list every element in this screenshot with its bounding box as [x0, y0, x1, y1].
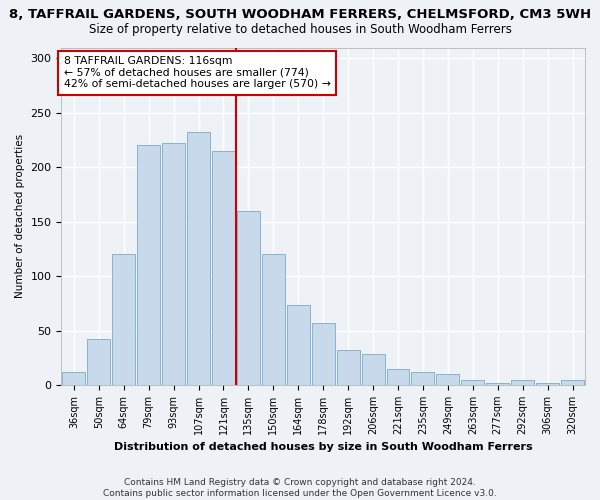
Bar — [162, 144, 185, 385]
Bar — [262, 254, 285, 385]
Bar — [536, 383, 559, 385]
Bar — [237, 211, 260, 385]
Bar — [386, 368, 409, 385]
Bar — [412, 372, 434, 385]
Text: 8, TAFFRAIL GARDENS, SOUTH WOODHAM FERRERS, CHELMSFORD, CM3 5WH: 8, TAFFRAIL GARDENS, SOUTH WOODHAM FERRE… — [9, 8, 591, 20]
Bar — [112, 254, 135, 385]
Text: Contains HM Land Registry data © Crown copyright and database right 2024.
Contai: Contains HM Land Registry data © Crown c… — [103, 478, 497, 498]
Bar — [486, 383, 509, 385]
Bar — [187, 132, 210, 385]
X-axis label: Distribution of detached houses by size in South Woodham Ferrers: Distribution of detached houses by size … — [114, 442, 533, 452]
Text: Size of property relative to detached houses in South Woodham Ferrers: Size of property relative to detached ho… — [89, 22, 511, 36]
Bar — [561, 380, 584, 385]
Bar — [436, 374, 460, 385]
Bar — [88, 339, 110, 385]
Bar — [511, 380, 534, 385]
Bar — [212, 151, 235, 385]
Bar — [312, 323, 335, 385]
Bar — [62, 372, 85, 385]
Bar — [137, 146, 160, 385]
Bar — [461, 380, 484, 385]
Bar — [287, 306, 310, 385]
Y-axis label: Number of detached properties: Number of detached properties — [15, 134, 25, 298]
Text: 8 TAFFRAIL GARDENS: 116sqm
← 57% of detached houses are smaller (774)
42% of sem: 8 TAFFRAIL GARDENS: 116sqm ← 57% of deta… — [64, 56, 331, 90]
Bar — [362, 354, 385, 385]
Bar — [337, 350, 359, 385]
